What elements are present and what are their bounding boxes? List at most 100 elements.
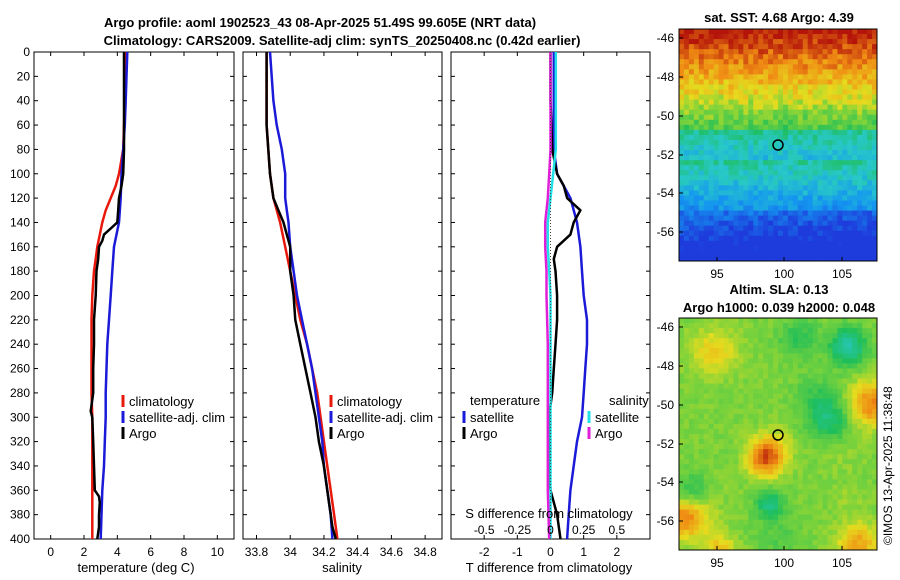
sla-cell (867, 444, 873, 450)
sst-cell (842, 79, 848, 85)
sla-cell (842, 398, 848, 405)
sla-cell (728, 388, 734, 395)
sst-cell (758, 255, 764, 262)
sla-cell (852, 524, 858, 531)
sst-cell (683, 124, 690, 131)
sla-cell (782, 544, 789, 551)
sst-cell (782, 240, 789, 247)
sst-cell (738, 255, 744, 262)
sla-cell (728, 333, 734, 339)
sla-cell (787, 484, 794, 490)
sla-cell (763, 499, 769, 506)
sla-cell (693, 519, 700, 526)
sst-cell (827, 220, 833, 227)
sla-cell (688, 338, 695, 344)
sst-cell (778, 210, 784, 217)
sst-cell (822, 210, 828, 217)
sst-cell (748, 200, 754, 206)
sla-cell (807, 479, 814, 485)
sla-cell (787, 449, 794, 455)
sst-cell (698, 180, 705, 186)
sla-cell (857, 539, 863, 546)
sla-cell (703, 434, 710, 440)
sst-cell (827, 104, 833, 111)
lat-tick-label: -54 (657, 186, 675, 200)
sla-cell (773, 484, 779, 490)
sst-cell (817, 175, 823, 181)
sst-cell (792, 220, 799, 227)
sla-cell (802, 529, 809, 536)
sst-cell (817, 165, 823, 171)
sst-cell (837, 220, 843, 227)
sla-cell (708, 439, 715, 445)
sla-cell (679, 378, 685, 384)
sst-cell (807, 240, 814, 247)
sla-cell (763, 428, 769, 435)
sla-cell (683, 529, 690, 536)
sla-cell (832, 378, 838, 384)
sst-cell (872, 240, 878, 247)
sst-cell (738, 84, 744, 90)
sst-cell (792, 109, 799, 116)
sst-cell (872, 170, 878, 176)
sst-cell (827, 129, 833, 136)
sla-cell (822, 489, 828, 495)
sla-cell (683, 474, 690, 480)
sla-cell (753, 423, 759, 430)
sla-cell (713, 464, 719, 470)
sla-cell (797, 358, 804, 364)
sla-cell (797, 328, 804, 334)
sla-cell (862, 544, 868, 551)
sla-cell (723, 338, 729, 344)
sst-cell (703, 69, 710, 75)
sla-cell (807, 373, 814, 379)
sst-cell (842, 150, 848, 156)
sla-cell (842, 474, 848, 480)
sla-cell (832, 434, 838, 440)
sla-cell (822, 403, 828, 410)
sst-cell (708, 155, 715, 161)
sla-cell (872, 494, 878, 500)
sst-cell (773, 220, 779, 227)
sst-cell (822, 119, 828, 126)
sla-cell (837, 393, 843, 400)
sst-cell (872, 230, 878, 237)
sst-cell (743, 64, 749, 70)
sst-cell (787, 109, 794, 116)
sla-cell (728, 328, 734, 334)
sla-cell (787, 504, 794, 511)
sst-cell (802, 129, 809, 136)
sst-cell (842, 89, 848, 95)
sst-cell (807, 99, 814, 106)
sst-cell (679, 99, 685, 106)
sst-cell (688, 124, 695, 131)
sla-cell (738, 428, 744, 435)
sla-cell (862, 534, 868, 541)
sla-cell (713, 393, 719, 400)
sst-cell (778, 230, 784, 237)
sst-cell (763, 175, 769, 181)
x-tick-label: 10 (211, 545, 225, 559)
sla-cell (852, 529, 858, 536)
legend-satellite-label: satellite-adj. clim (129, 410, 225, 425)
sla-cell (768, 338, 774, 344)
legend-satellite-label: satellite-adj. clim (337, 410, 433, 425)
sla-cell (688, 343, 695, 349)
sst-cell (768, 54, 774, 60)
sst-cell (773, 104, 779, 111)
sst-cell (797, 104, 804, 111)
sla-cell (763, 474, 769, 480)
sla-cell (832, 368, 838, 374)
sst-cell (683, 44, 690, 50)
sst-cell (857, 109, 863, 116)
sst-cell (812, 245, 818, 252)
sst-cell (708, 200, 715, 206)
sla-cell (718, 444, 724, 450)
sst-cell (847, 175, 853, 181)
sla-cell (837, 519, 843, 526)
sla-cell (837, 403, 843, 410)
lat-tick-label: -46 (657, 31, 675, 45)
sla-cell (797, 464, 804, 470)
sla-cell (718, 459, 724, 465)
sla-cell (753, 323, 759, 329)
